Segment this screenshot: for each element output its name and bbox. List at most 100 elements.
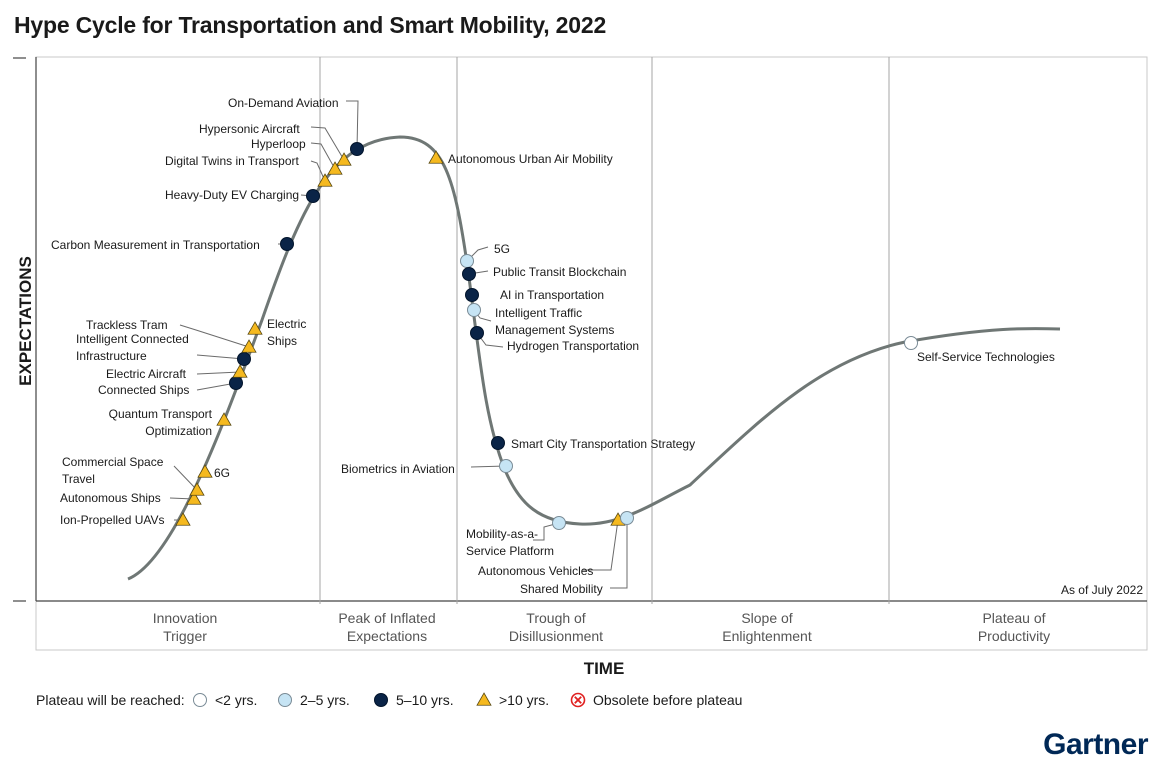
tech-intelligent-connected-infrastructure-leader: [196, 354, 245, 360]
as-of-date: As of July 2022: [1061, 583, 1143, 597]
tech-electric-aircraft-marker: [232, 364, 248, 378]
legend-y2to5-symbol: [278, 693, 292, 707]
tech-digital-twins-in-transport-marker: [317, 173, 333, 187]
tech-autonomous-urban-air-mobility-label: Autonomous Urban Air Mobility: [448, 152, 613, 166]
tech-quantum-transport-optimization-label: Quantum Transport: [109, 407, 213, 421]
tech-intelligent-traffic-management-systems-marker: [467, 303, 481, 317]
tech-quantum-transport-optimization-marker: [216, 412, 232, 426]
tech-mobility-as-a-service-platform-marker: [552, 516, 566, 530]
tech-carbon-measurement-in-transportation-label: Carbon Measurement in Transportation: [51, 238, 260, 252]
legend-y5to10-symbol: [374, 693, 388, 707]
phase-trough-of-disillusionment: Disillusionment: [509, 628, 603, 644]
tech-smart-city-transportation-strategy-label: Smart City Transportation Strategy: [511, 437, 695, 451]
legend: Plateau will be reached: <2 yrs. 2–5 yrs. 5…: [36, 692, 742, 708]
technology-labels: Ion-Propelled UAVs Autonomous Ships Commer…: [51, 96, 1143, 597]
tech-hyperloop-marker: [327, 161, 343, 175]
tech-electric-aircraft-leader: [196, 371, 241, 375]
phase-peak-of-inflated-expectations: Expectations: [347, 628, 427, 644]
axis-labels: TIME EXPECTATIONS: [16, 256, 624, 678]
tech-mobility-as-a-service-platform-label: Service Platform: [466, 544, 554, 558]
tech-digital-twins-in-transport-leader: [310, 160, 326, 182]
tech-5g-marker: [460, 254, 474, 268]
tech-trackless-tram-label: Trackless Tram: [86, 318, 168, 332]
legend-gt10-label: >10 yrs.: [499, 692, 549, 708]
tech-heavy-duty-ev-charging-marker: [306, 189, 320, 203]
tech-6g-marker: [197, 464, 213, 478]
legend-lt2-symbol: [193, 693, 207, 707]
tech-mobility-as-a-service-platform-leader: [533, 522, 560, 541]
tech-electric-ships-label: Ships: [267, 334, 297, 348]
tech-on-demand-aviation-leader: [346, 100, 359, 150]
phase-plateau-of-productivity: Productivity: [978, 628, 1050, 644]
legend-obsolete-label: Obsolete before plateau: [593, 692, 742, 708]
tech-autonomous-ships-marker: [186, 491, 202, 505]
legend-title: Plateau will be reached:: [36, 692, 185, 708]
legend-lt2-label: <2 yrs.: [215, 692, 257, 708]
tech-ai-in-transportation-marker: [465, 288, 479, 302]
tech-trackless-tram-leader: [179, 324, 250, 348]
legend-y5to10-label: 5–10 yrs.: [396, 692, 454, 708]
tech-autonomous-vehicles-leader: [582, 519, 619, 571]
tech-mobility-as-a-service-platform-label: Mobility-as-a-: [466, 527, 538, 541]
tech-hydrogen-transportation-label: Hydrogen Transportation: [507, 339, 639, 353]
legend-gt10-symbol: [476, 692, 492, 706]
tech-intelligent-traffic-management-systems-label: Management Systems: [495, 323, 614, 337]
tech-5g-label: 5G: [494, 242, 510, 256]
tech-connected-ships-marker: [229, 376, 243, 390]
tech-hyperloop-leader: [310, 142, 336, 170]
tech-hypersonic-aircraft-leader: [310, 126, 345, 161]
tech-public-transit-blockchain-label: Public Transit Blockchain: [493, 265, 626, 279]
tech-on-demand-aviation-marker: [350, 142, 364, 156]
tech-intelligent-connected-infrastructure-label: Infrastructure: [76, 349, 147, 363]
tech-connected-ships-label: Connected Ships: [98, 383, 189, 397]
technology-markers: [175, 142, 918, 530]
tech-intelligent-connected-infrastructure-marker: [237, 352, 251, 366]
tech-autonomous-urban-air-mobility-marker: [428, 150, 444, 164]
phase-slope-of-enlightenment: Slope of: [741, 610, 792, 626]
tech-intelligent-traffic-management-systems-label: Intelligent Traffic: [495, 306, 582, 320]
phase-innovation-trigger: Innovation: [153, 610, 218, 626]
legend-y2to5-label: 2–5 yrs.: [300, 692, 350, 708]
tech-commercial-space-travel-marker: [189, 482, 205, 496]
tech-intelligent-connected-infrastructure-label: Intelligent Connected: [76, 332, 189, 346]
tech-self-service-technologies-marker: [904, 336, 918, 350]
chart-title: Hype Cycle for Transportation and Smart …: [14, 12, 607, 38]
tech-autonomous-ships-label: Autonomous Ships: [60, 491, 161, 505]
phase-innovation-trigger: Trigger: [163, 628, 207, 644]
tech-commercial-space-travel-label: Commercial Space: [62, 455, 164, 469]
tech-self-service-technologies-label: Self-Service Technologies: [917, 350, 1055, 364]
tech-digital-twins-in-transport-label: Digital Twins in Transport: [165, 154, 300, 168]
phase-labels: Innovation Trigger Peak of Inflated Expecta…: [153, 610, 1050, 644]
tech-biometrics-in-aviation-label: Biometrics in Aviation: [341, 462, 455, 476]
tech-electric-aircraft-label: Electric Aircraft: [106, 367, 187, 381]
tech-quantum-transport-optimization-label: Optimization: [145, 424, 212, 438]
tech-hyperloop-label: Hyperloop: [251, 137, 306, 151]
tech-ion-propelled-uavs-label: Ion-Propelled UAVs: [60, 513, 165, 527]
tech-shared-mobility-label: Shared Mobility: [520, 582, 603, 596]
tech-public-transit-blockchain-marker: [462, 267, 476, 281]
hype-curve-layer: [127, 135, 1061, 581]
phase-plateau-of-productivity: Plateau of: [982, 610, 1045, 626]
tech-hypersonic-aircraft-marker: [336, 152, 352, 166]
tech-smart-city-transportation-strategy-marker: [491, 436, 505, 450]
tech-on-demand-aviation-label: On-Demand Aviation: [228, 96, 339, 110]
phase-peak-of-inflated-expectations: Peak of Inflated: [338, 610, 435, 626]
tech-commercial-space-travel-label: Travel: [62, 472, 95, 486]
y-axis-label: EXPECTATIONS: [16, 256, 35, 386]
tech-shared-mobility-leader: [610, 518, 628, 589]
tech-ai-in-transportation-label: AI in Transportation: [500, 288, 604, 302]
hype-curve: [127, 135, 1061, 581]
tech-electric-ships-label: Electric: [267, 317, 306, 331]
phase-trough-of-disillusionment: Trough of: [526, 610, 586, 626]
tech-ion-propelled-uavs-marker: [175, 512, 191, 526]
legend-obsolete-symbol: [570, 692, 586, 708]
tech-biometrics-in-aviation-marker: [499, 459, 513, 473]
tech-carbon-measurement-in-transportation-marker: [280, 237, 294, 251]
tech-6g-label: 6G: [214, 466, 230, 480]
tech-hydrogen-transportation-marker: [470, 326, 484, 340]
tech-trackless-tram-marker: [241, 339, 257, 353]
tech-shared-mobility-marker: [620, 511, 634, 525]
tech-autonomous-vehicles-label: Autonomous Vehicles: [478, 564, 593, 578]
tech-electric-ships-marker: [247, 321, 263, 335]
